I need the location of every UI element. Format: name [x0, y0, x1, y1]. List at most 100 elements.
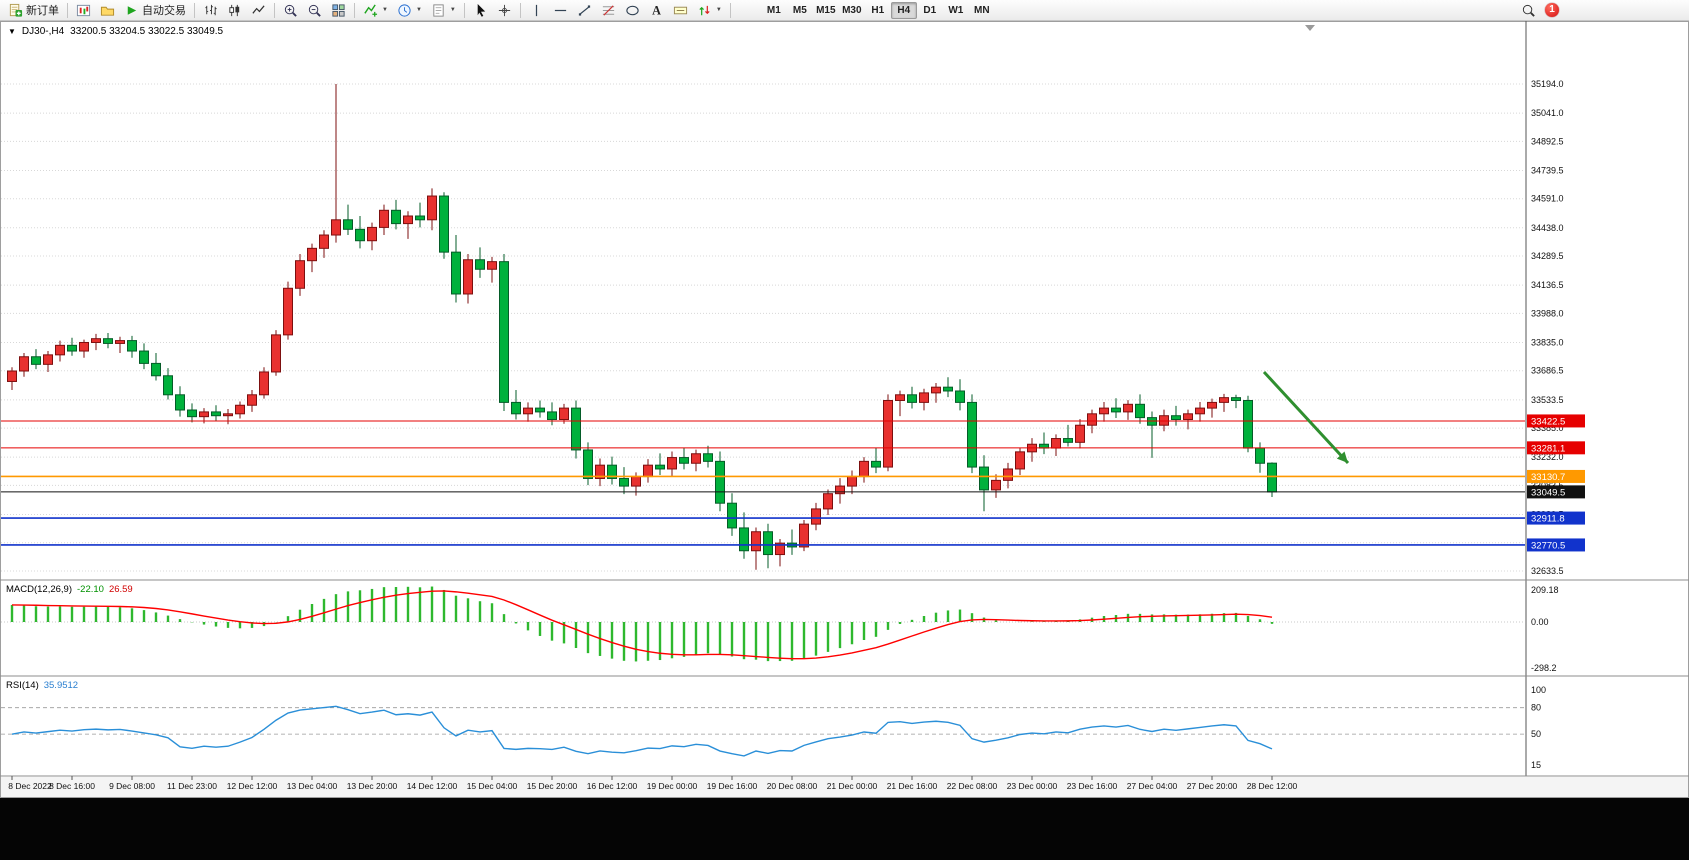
svg-text:33385.0: 33385.0 — [1531, 423, 1564, 433]
svg-text:35041.0: 35041.0 — [1531, 108, 1564, 118]
notification-badge[interactable]: 1 — [1545, 3, 1559, 17]
profiles-icon — [100, 6, 115, 16]
search-button[interactable] — [1517, 1, 1540, 19]
text-button[interactable]: A — [645, 1, 668, 19]
timeframe-MN[interactable]: MN — [969, 2, 995, 19]
svg-text:28 Dec 12:00: 28 Dec 12:00 — [1247, 781, 1298, 791]
svg-text:209.18: 209.18 — [1531, 585, 1559, 595]
crosshair-button[interactable] — [493, 1, 516, 19]
new-order-button[interactable]: 新订单 — [4, 1, 63, 19]
auto-trading-label: 自动交易 — [142, 5, 186, 17]
timeframe-M5[interactable]: M5 — [787, 2, 813, 19]
horizontal-line-button[interactable] — [549, 1, 572, 19]
line-chart-button[interactable] — [247, 1, 270, 19]
svg-text:33686.5: 33686.5 — [1531, 366, 1564, 376]
timeframe-H4[interactable]: H4 — [890, 1, 917, 19]
svg-text:0.00: 0.00 — [1531, 617, 1549, 627]
price-line-label — [1527, 441, 1585, 455]
timeframe-M1[interactable]: M1 — [761, 2, 787, 19]
svg-text:34438.0: 34438.0 — [1531, 223, 1564, 233]
new-order-label: 新订单 — [26, 5, 59, 17]
zoom-in-button[interactable] — [279, 1, 302, 19]
timeframe-H1[interactable]: H1 — [865, 2, 891, 19]
rsi-line — [11, 705, 1273, 757]
trend-arrow-annotation — [1262, 370, 1350, 465]
auto-trading-button[interactable]: 自动交易 — [120, 1, 190, 19]
svg-text:22 Dec 08:00: 22 Dec 08:00 — [947, 781, 998, 791]
timeframe-bar: M1 M5 M15 M30 H1 H4 D1 W1 MN — [761, 1, 995, 19]
periods-dropdown-button[interactable]: ▼ — [393, 1, 426, 19]
toolbar-separator — [463, 2, 465, 18]
svg-text:80: 80 — [1531, 703, 1541, 713]
cursor-icon — [477, 3, 486, 17]
macd-indicator-label: MACD(12,26,9) -22.10 26.59 — [6, 584, 138, 595]
charts-window-button[interactable] — [72, 1, 95, 19]
svg-text:11 Dec 23:00: 11 Dec 23:00 — [167, 781, 217, 791]
cursor-button[interactable] — [469, 1, 492, 19]
candlestick-chart-button[interactable] — [223, 1, 246, 19]
svg-text:33130.7: 33130.7 — [1531, 472, 1565, 483]
shapes-button[interactable] — [621, 1, 644, 19]
svg-text:34136.5: 34136.5 — [1531, 280, 1564, 290]
tile-windows-button[interactable] — [327, 1, 350, 19]
horizontal-line-icon — [554, 9, 566, 11]
templates-dropdown-button[interactable]: ▼ — [427, 1, 460, 19]
text-label-button[interactable] — [669, 1, 692, 19]
rsi-value: 35.9512 — [43, 680, 79, 691]
timeframe-M30[interactable]: M30 — [839, 2, 865, 19]
zoom-in-icon — [284, 4, 297, 17]
toolbar-separator — [194, 2, 195, 18]
timeframe-M15[interactable]: M15 — [813, 2, 839, 19]
svg-text:-298.2: -298.2 — [1531, 663, 1557, 673]
dropdown-caret-icon: ▼ — [449, 7, 456, 13]
macd-signal-line — [11, 590, 1273, 660]
timeframe-D1[interactable]: D1 — [917, 2, 943, 19]
ellipse-shape-icon — [626, 5, 639, 15]
text-icon: A — [652, 3, 661, 17]
vertical-line-button[interactable] — [525, 1, 548, 19]
trendline-button[interactable] — [573, 1, 596, 19]
chart-symbol-info: ▼ DJ30-,H4 33200.5 33204.5 33022.5 33049… — [8, 26, 223, 37]
svg-text:A: A — [652, 3, 661, 17]
zoom-out-icon — [308, 4, 321, 17]
svg-text:15: 15 — [1531, 760, 1541, 770]
text-label-icon — [673, 6, 687, 14]
svg-text:8 Dec 2022: 8 Dec 2022 — [8, 781, 52, 791]
new-order-icon — [9, 3, 23, 17]
macd-main-value: -22.10 — [77, 584, 104, 595]
svg-text:33533.5: 33533.5 — [1531, 395, 1564, 405]
svg-text:21 Dec 00:00: 21 Dec 00:00 — [827, 781, 878, 791]
chart-canvas[interactable]: 35194.0 35041.0 34892.5 34739.5 34591.0 34438… — [0, 21, 1689, 798]
candles — [7, 84, 1277, 570]
rsi-indicator-label: RSI(14) 35.9512 — [6, 680, 83, 691]
symbol-dropdown-icon[interactable]: ▼ — [8, 27, 16, 36]
svg-text:19 Dec 00:00: 19 Dec 00:00 — [647, 781, 698, 791]
price-line-label — [1527, 414, 1585, 428]
svg-text:34289.5: 34289.5 — [1531, 251, 1564, 261]
toolbar-separator — [274, 2, 275, 18]
price-line-label — [1527, 511, 1585, 525]
bar-chart-button[interactable] — [199, 1, 222, 19]
chart-shift-marker — [1305, 25, 1315, 31]
svg-text:100: 100 — [1531, 685, 1546, 695]
line-chart-icon — [252, 4, 265, 14]
svg-text:33835.0: 33835.0 — [1531, 337, 1564, 347]
arrows-dropdown-button[interactable]: ▼ — [693, 1, 726, 19]
fibonacci-button[interactable] — [597, 1, 620, 19]
toolbar-separator — [729, 2, 731, 18]
price-line-label — [1527, 469, 1585, 483]
svg-text:33049.5: 33049.5 — [1531, 487, 1565, 498]
profiles-button[interactable] — [96, 1, 119, 19]
indicators-dropdown-button[interactable]: ▼ — [359, 1, 392, 19]
timeframe-W1[interactable]: W1 — [943, 2, 969, 19]
svg-text:9 Dec 08:00: 9 Dec 08:00 — [109, 781, 155, 791]
svg-text:27 Dec 04:00: 27 Dec 04:00 — [1127, 781, 1178, 791]
price-line-label — [1527, 485, 1585, 499]
fibonacci-icon — [602, 4, 614, 16]
toolbar-separator — [354, 2, 355, 18]
templates-icon — [433, 3, 444, 17]
zoom-out-button[interactable] — [303, 1, 326, 19]
bar-chart-icon — [205, 4, 217, 15]
